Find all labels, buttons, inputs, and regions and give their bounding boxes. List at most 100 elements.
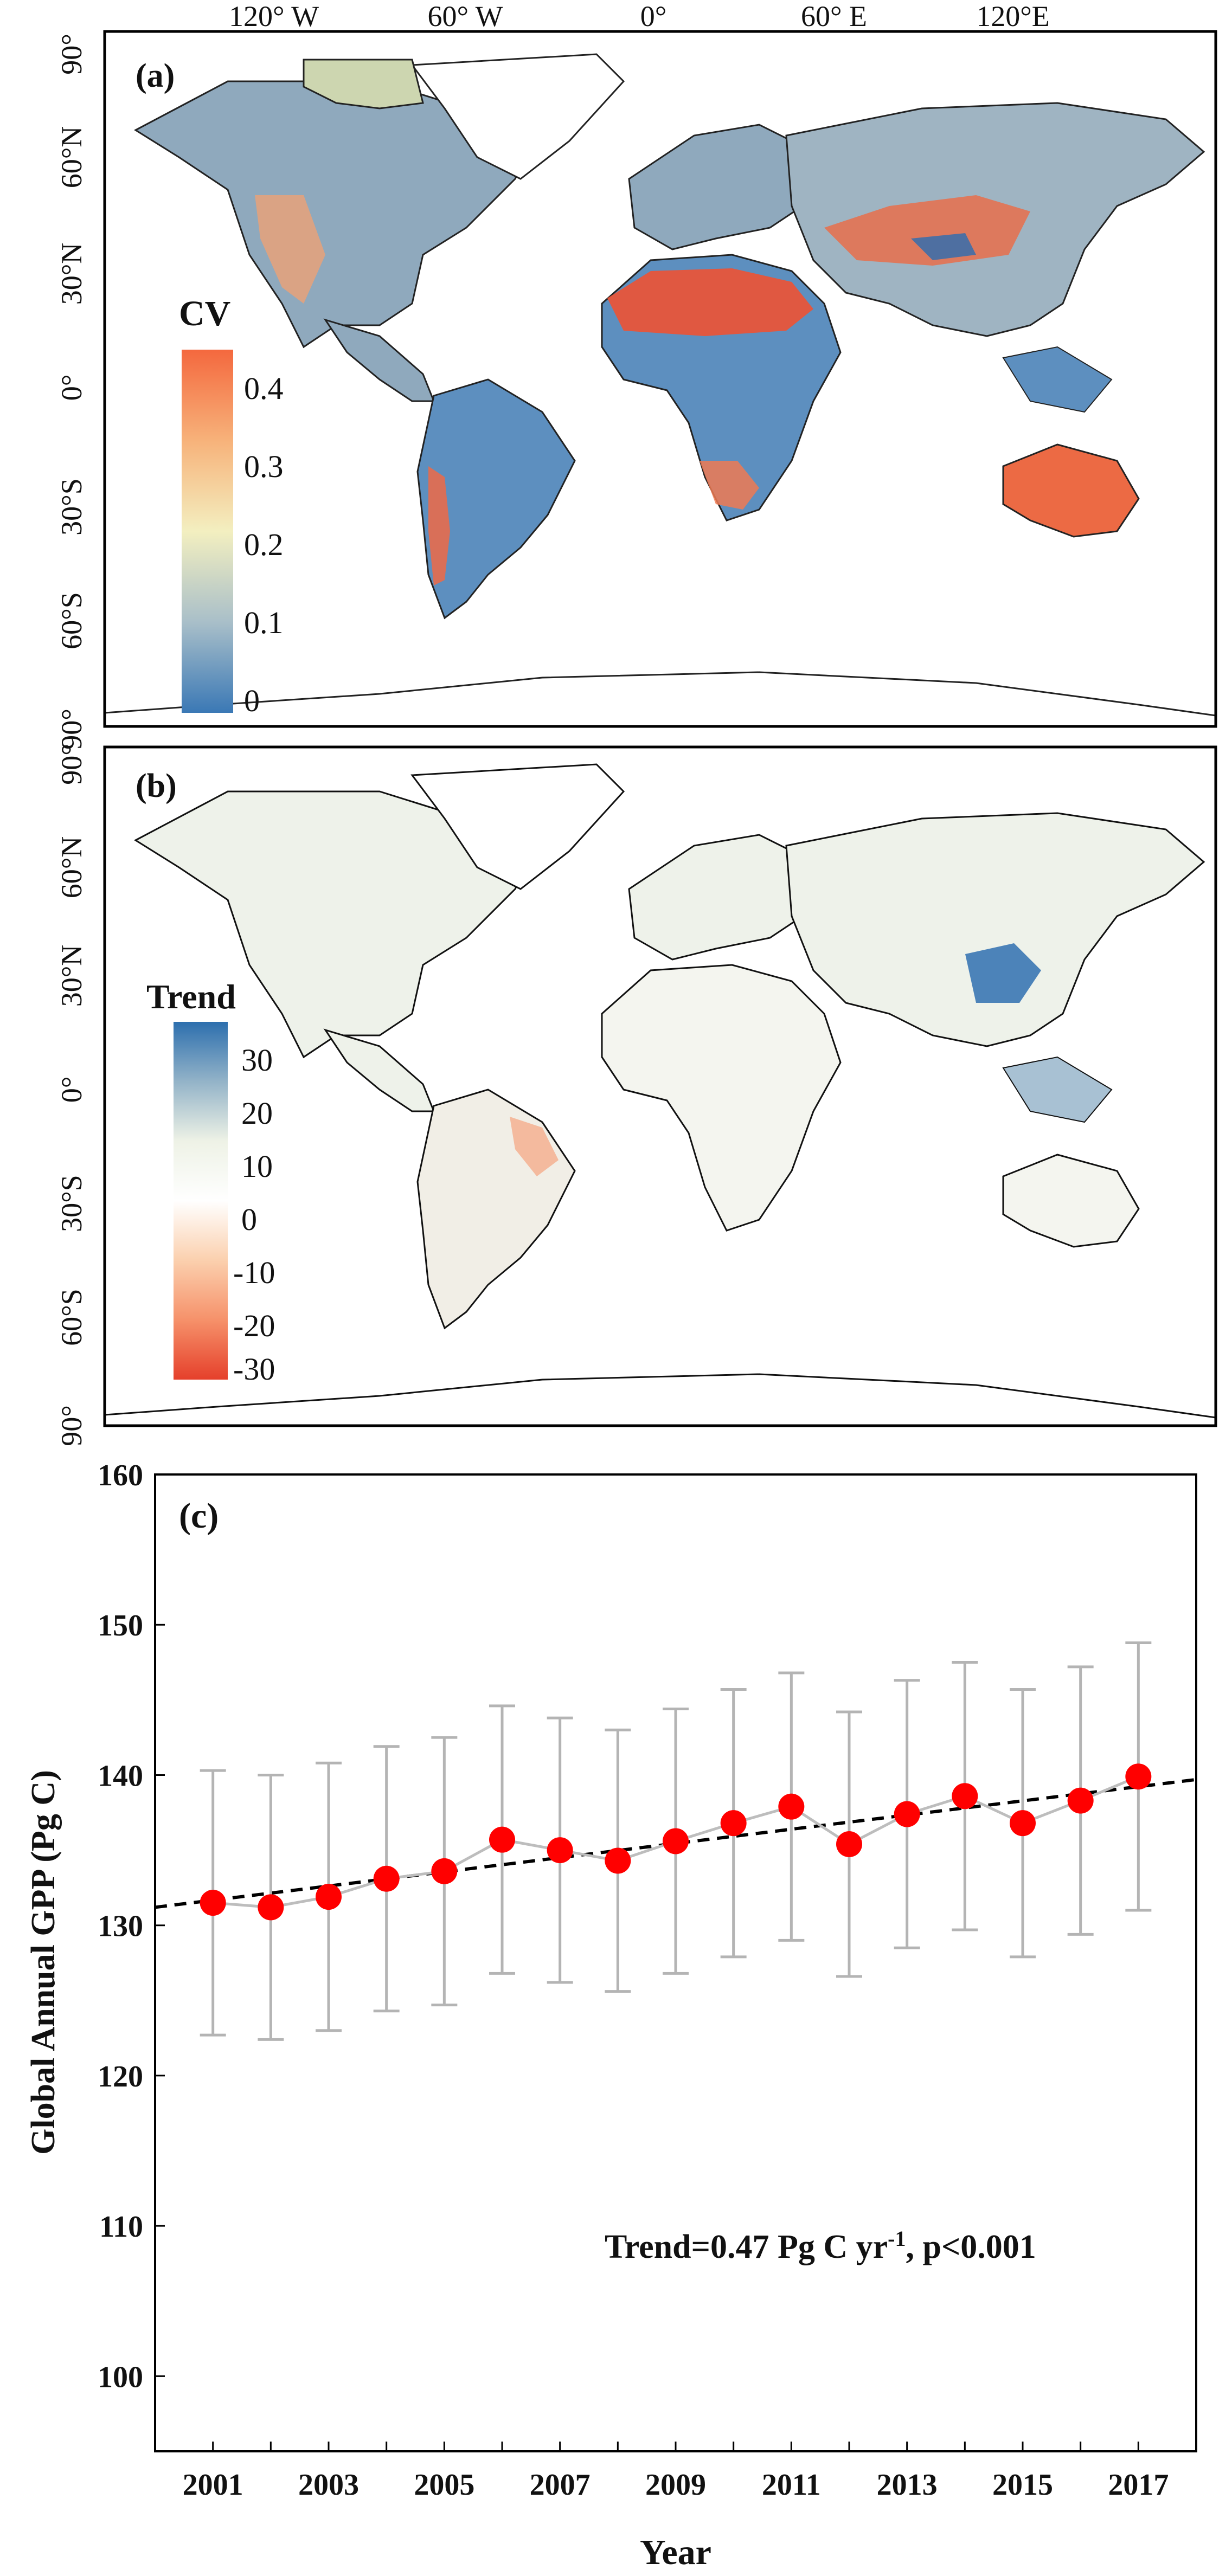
europe [628, 834, 814, 961]
colorbar-title: CV [179, 294, 230, 333]
colorbar-tick: 0.1 [244, 605, 284, 640]
annotation-suffix: , p<0.001 [906, 2229, 1036, 2265]
data-point [952, 1783, 978, 1809]
x-tick-label: 2007 [530, 2468, 591, 2502]
china-increase [965, 943, 1041, 1003]
data-point [836, 1831, 862, 1857]
colorbar-tick: 0.4 [244, 371, 284, 406]
panel-b-trend-map: (b) Trend 30 20 10 0 -10 -20 -30 90° 60°… [55, 744, 1217, 1446]
data-point [373, 1865, 400, 1892]
tibet-plateau [911, 233, 976, 260]
colorbar-gradient [174, 1022, 228, 1380]
antarctica [105, 671, 1216, 726]
colorbar-cv: CV 0.4 0.3 0.2 0.1 0 [179, 294, 284, 718]
map-border [103, 745, 1217, 1427]
south-america [416, 378, 576, 620]
x-tick-label: 2013 [877, 2468, 938, 2502]
southeast-asia [1002, 1056, 1113, 1123]
map-border [103, 30, 1217, 728]
colorbar-tick: 30 [241, 1042, 273, 1078]
central-america [323, 318, 435, 402]
africa [601, 964, 842, 1232]
y-axis: 100 110 120 130 140 150 160 [98, 1459, 165, 2394]
x-axis-label: Year [640, 2533, 711, 2572]
europe [628, 124, 814, 250]
colorbar-tick: 0.3 [244, 449, 284, 484]
x-tick-label: 2005 [414, 2468, 474, 2502]
colorbar-tick: -10 [233, 1255, 275, 1290]
latitude-labels-a: 90° 60°N 30°N 0° 30°S 60°S 90° [55, 34, 88, 750]
panel-b-tag: (b) [136, 768, 177, 804]
x-tick-label: 2009 [645, 2468, 706, 2502]
lat-label: 0° [55, 1077, 88, 1103]
data-point [200, 1890, 226, 1916]
asia [785, 812, 1205, 1047]
colorbar-tick: -30 [233, 1351, 275, 1387]
lat-label: 60°N [55, 836, 88, 899]
y-tick-label: 110 [99, 2210, 143, 2244]
lat-label: 30°N [55, 243, 88, 305]
data-point [431, 1858, 458, 1884]
lat-label: 90° [55, 709, 88, 750]
central-asia-dry [824, 195, 1030, 266]
lat-label: 90° [55, 1405, 88, 1446]
data-point [489, 1826, 515, 1853]
continents [105, 53, 1216, 726]
data-point [1067, 1787, 1094, 1814]
lat-label: 0° [55, 375, 88, 401]
colorbar-title: Trend [146, 977, 236, 1016]
x-tick-label: 2017 [1108, 2468, 1169, 2502]
lat-label: 60°N [55, 126, 88, 189]
central-america [323, 1028, 435, 1112]
y-tick-label: 130 [98, 1910, 143, 1943]
southern-africa-dry [700, 461, 759, 510]
y-tick-label: 120 [98, 2060, 143, 2094]
australia [1002, 443, 1140, 538]
colorbar-tick: -20 [233, 1308, 275, 1343]
lat-label: 90° [55, 34, 88, 75]
data-point [258, 1894, 284, 1921]
data-point [1125, 1763, 1152, 1790]
andes-dry [428, 466, 450, 585]
data-point [605, 1847, 631, 1874]
sahara-dry [607, 268, 813, 336]
y-tick-label: 150 [98, 1609, 143, 1643]
lon-label: 0° [640, 0, 667, 33]
arctic-islands [303, 59, 424, 110]
data-point [663, 1828, 689, 1854]
data-point [778, 1793, 805, 1820]
x-tick-label: 2011 [762, 2468, 821, 2502]
x-tick-label: 2001 [183, 2468, 243, 2502]
lat-label: 30°S [55, 478, 88, 536]
x-tick-label: 2003 [298, 2468, 359, 2502]
lon-label: 120°E [976, 0, 1050, 33]
annotation-sup: -1 [888, 2226, 906, 2251]
x-axis: 2001 2003 2005 2007 2009 2011 2013 2015 2017 [183, 2442, 1169, 2502]
colorbar-gradient [182, 350, 233, 713]
south-america-decline [510, 1117, 559, 1176]
y-tick-label: 160 [98, 1459, 143, 1492]
data-point [547, 1837, 573, 1864]
y-tick-label: 100 [98, 2360, 143, 2394]
colorbar-tick: 0 [241, 1202, 257, 1237]
lon-label: 60° E [801, 0, 867, 33]
panel-c-tag: (c) [179, 1496, 219, 1536]
latitude-labels-b: 90° 60°N 30°N 0° 30°S 60°S 90° [55, 744, 88, 1446]
longitude-labels: 120° W 60° W 0° 60° E 120°E [229, 0, 1050, 33]
data-point [720, 1810, 747, 1837]
lat-label: 30°N [55, 945, 88, 1007]
colorbar-tick: 10 [241, 1149, 273, 1184]
x-tick-label: 2015 [992, 2468, 1053, 2502]
continents [105, 763, 1216, 1426]
colorbar-tick: 0.2 [244, 527, 284, 562]
lat-label: 90° [55, 744, 88, 785]
data-point [316, 1884, 342, 1910]
data-points [200, 1763, 1152, 1921]
colorbar-tick: 20 [241, 1096, 273, 1131]
colorbar-tick: 0 [244, 683, 260, 718]
annotation-prefix: Trend=0.47 Pg C yr [605, 2229, 888, 2265]
lat-label: 30°S [55, 1175, 88, 1232]
north-america-west-dry [255, 195, 325, 304]
lat-label: 60°S [55, 1289, 88, 1346]
